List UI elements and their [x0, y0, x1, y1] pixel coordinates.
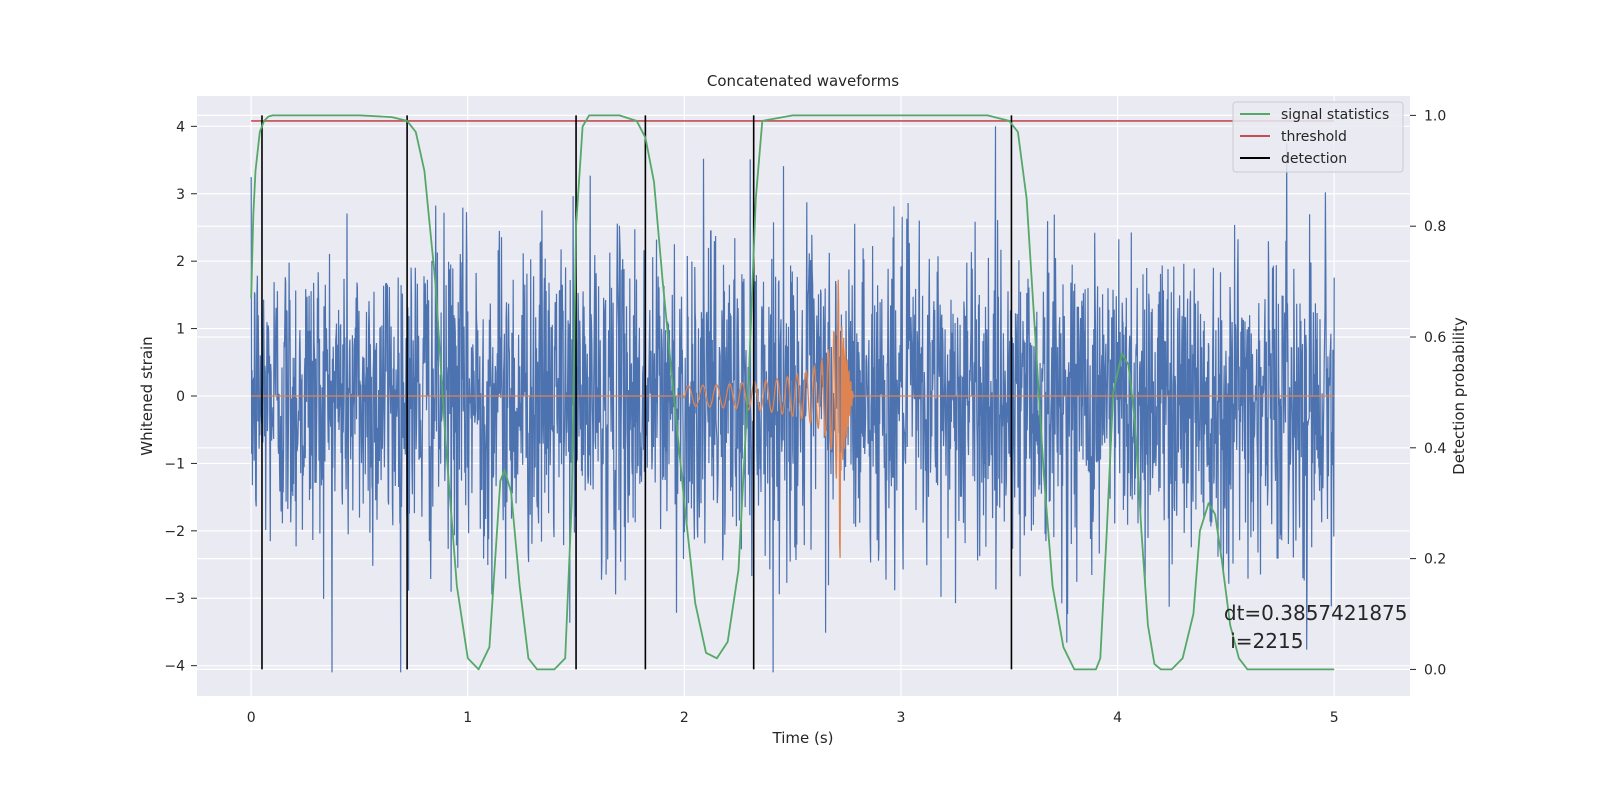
x-tick-label: 4 [1113, 710, 1122, 726]
y-tick-label: −3 [164, 591, 185, 607]
y2-tick-label: 0.8 [1424, 219, 1446, 235]
x-axis-label: Time (s) [772, 729, 834, 747]
y2-tick-label: 0.2 [1424, 552, 1446, 568]
x-tick-label: 5 [1330, 710, 1339, 726]
y-tick-label: −4 [164, 659, 185, 675]
waveform-series [251, 279, 1335, 558]
legend: signal statistics threshold detection [1232, 101, 1404, 173]
y2-axis-label: Detection probability [1450, 317, 1468, 475]
y-tick-label: 1 [176, 322, 185, 338]
signal-statistics-series [250, 114, 1335, 671]
y2-tick-label: 0.0 [1424, 662, 1446, 678]
annotation: dt=0.3857421875 i=2215 [1224, 601, 1408, 653]
y-tick-label: 4 [176, 119, 185, 135]
legend-label: threshold [1281, 129, 1347, 145]
chart-title: Concatenated waveforms [707, 72, 899, 90]
y2-tick-label: 0.4 [1424, 441, 1446, 457]
series-layer [250, 114, 1335, 673]
x-tick-label: 3 [897, 710, 906, 726]
y-tick-label: 0 [176, 389, 185, 405]
ticks: 0 1 2 3 4 5 −4 −3 −2 −1 0 1 2 3 4 0.0 0.2 0.4 0.6 0.8 1.0 [164, 108, 1446, 726]
y-tick-label: −2 [164, 524, 185, 540]
y-tick-label: −1 [164, 456, 185, 472]
annotation-line-2: i=2215 [1224, 629, 1304, 653]
y-tick-label: 3 [176, 187, 185, 203]
legend-label: detection [1281, 151, 1347, 167]
y-axis-label: Whitened strain [138, 336, 156, 455]
legend-box [1232, 101, 1404, 173]
y2-tick-label: 1.0 [1424, 108, 1446, 124]
y2-tick-label: 0.6 [1424, 330, 1446, 346]
annotation-line-1: dt=0.3857421875 [1224, 601, 1408, 625]
y-tick-label: 2 [176, 254, 185, 270]
x-tick-label: 1 [463, 710, 472, 726]
strain-series [250, 126, 1335, 673]
legend-label: signal statistics [1281, 107, 1389, 123]
x-tick-label: 0 [247, 710, 256, 726]
x-tick-label: 2 [680, 710, 689, 726]
